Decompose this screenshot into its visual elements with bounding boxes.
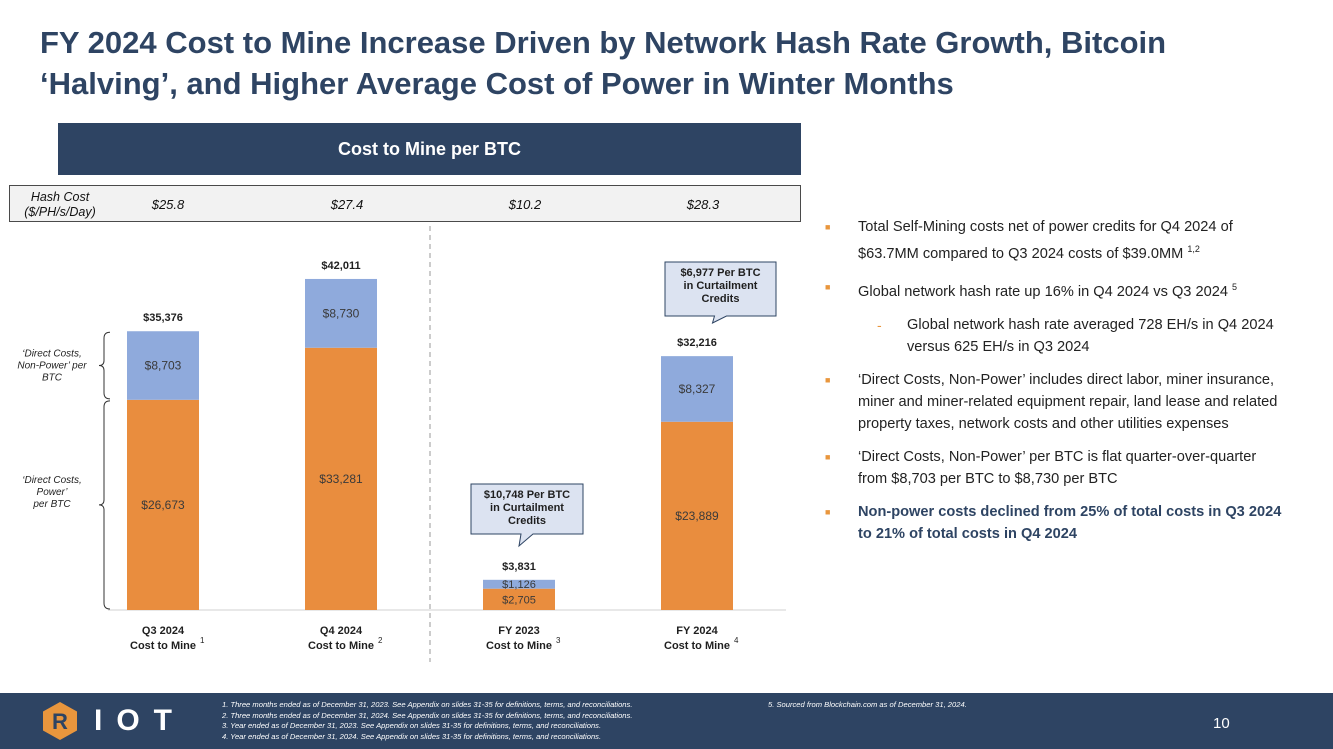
callout-text: in Curtailment [684, 280, 758, 292]
category-label: Cost to Mine [130, 640, 196, 652]
bullet-marker-icon: ■ [825, 374, 831, 385]
page-number: 10 [1213, 715, 1230, 732]
bracket-label: BTC [42, 373, 63, 384]
bullet-item: ■ ‘Direct Costs, Non-Power’ includes dire… [825, 369, 1285, 435]
bullet-marker-icon: ■ [825, 281, 831, 292]
category-label: FY 2024 [676, 625, 718, 637]
power-cost-label: $2,705 [502, 594, 536, 606]
category-label: Q3 2024 [142, 625, 185, 637]
bullet-item-highlight: ■ Non-power costs declined from 25% of to… [825, 501, 1285, 545]
total-cost-label: $3,831 [502, 561, 536, 573]
total-cost-label: $35,376 [143, 312, 183, 324]
power-cost-label: $33,281 [319, 472, 363, 486]
bullet-item: ■ Total Self-Mining costs net of power cr… [825, 216, 1285, 265]
category-label: Cost to Mine [308, 640, 374, 652]
callout-text: Credits [702, 293, 740, 305]
bracket-label: Non-Power’ per [17, 361, 87, 372]
power-cost-bar [305, 347, 377, 610]
logo-text: IOT [94, 704, 186, 737]
bullet-marker-icon: ■ [825, 506, 831, 517]
footnotes: 1. Three months ended as of December 31,… [222, 700, 632, 742]
non-power-cost-label: $8,327 [679, 382, 716, 396]
bullet-marker-icon: ■ [825, 451, 831, 462]
bracket-label: ‘Direct Costs, [22, 349, 81, 360]
callout-text: $10,748 Per BTC [484, 489, 570, 501]
footnote: 3. Year ended as of December 31, 2023. S… [222, 721, 602, 730]
non-power-cost-bar [483, 579, 555, 589]
bullet-item: ■ Global network hash rate up 16% in Q4 2… [825, 276, 1285, 303]
footnote: 4. Year ended as of December 31, 2024. S… [222, 731, 602, 741]
bullet-marker-icon: ■ [825, 222, 831, 232]
power-cost-bar [127, 399, 199, 610]
power-cost-bar [661, 421, 733, 610]
non-power-cost-bar [305, 278, 377, 348]
cost-to-mine-chart: $26,673 $8,703 $35,376 Q3 2024 Cost to Mine 1… [17, 226, 786, 662]
footnote: 5. Sourced from Blockchain.com as of Dec… [768, 700, 967, 709]
chart-header: Cost to Mine per BTC [58, 123, 801, 175]
category-footnote-ref: 4 [734, 636, 739, 645]
callout-text: in Curtailment [490, 502, 564, 514]
bracket-label: per BTC [32, 499, 71, 510]
bullet-subitem: - Global network hash rate averaged 728 E… [825, 314, 1285, 358]
hash-cost-value: $28.3 [686, 197, 720, 212]
logo-hexagon-icon: R [43, 702, 77, 740]
non-power-cost-label: $8,703 [145, 359, 182, 373]
hash-cost-value: $25.8 [151, 197, 185, 212]
footnote: 1. Three months ended as of December 31,… [222, 700, 633, 709]
category-label: Q4 2024 [320, 625, 363, 637]
callout-text: $6,977 Per BTC [680, 267, 760, 279]
total-cost-label: $32,216 [677, 337, 717, 349]
dash-marker-icon: - [877, 316, 882, 333]
non-power-cost-bar [661, 356, 733, 422]
category-label: Cost to Mine [664, 640, 730, 652]
curtailment-callout [470, 483, 584, 548]
power-cost-bar [483, 588, 555, 610]
bracket [98, 331, 111, 400]
category-label: Cost to Mine [486, 640, 552, 652]
non-power-cost-label: $8,730 [323, 306, 360, 320]
category-footnote-ref: 1 [200, 636, 205, 645]
bullet-list: ■ Total Self-Mining costs net of power cr… [825, 216, 1285, 556]
hash-cost-row: Hash Cost ($/PH/s/Day) $25.8 $27.4 $10.2… [9, 185, 801, 222]
footnote: 2. Three months ended as of December 31,… [222, 710, 633, 720]
bracket-label: ‘Direct Costs, [22, 475, 81, 486]
bracket-label: Power’ [37, 487, 69, 498]
total-cost-label: $42,011 [321, 260, 360, 272]
riot-logo: R IOT [40, 701, 186, 741]
curtailment-callout [664, 261, 777, 324]
logo-letter: R [52, 709, 68, 734]
bullet-item: ■ ‘Direct Costs, Non-Power’ per BTC is fl… [825, 446, 1285, 490]
non-power-cost-label: $1,126 [502, 579, 536, 591]
non-power-cost-bar [127, 331, 199, 400]
category-footnote-ref: 2 [378, 636, 383, 645]
hash-cost-value: $10.2 [508, 197, 542, 212]
hash-cost-label: Hash Cost ($/PH/s/Day) [24, 190, 96, 219]
category-label: FY 2023 [498, 625, 539, 637]
category-footnote-ref: 3 [556, 636, 561, 645]
hash-cost-value: $27.4 [330, 197, 364, 212]
bracket [98, 400, 111, 610]
power-cost-label: $26,673 [141, 498, 185, 512]
power-cost-label: $23,889 [675, 509, 719, 523]
page-title: FY 2024 Cost to Mine Increase Driven by … [40, 25, 1167, 101]
callout-text: Credits [508, 515, 546, 527]
footer: R IOT 1. Three months ended as of Decemb… [0, 693, 1333, 749]
